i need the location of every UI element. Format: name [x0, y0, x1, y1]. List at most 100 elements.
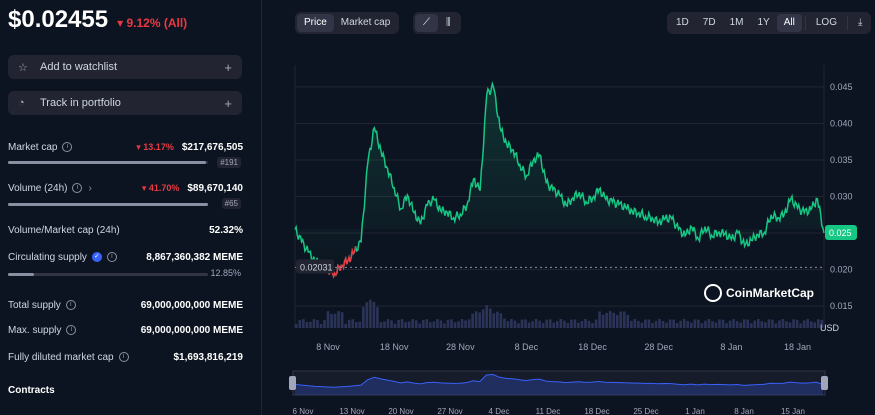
y-tick-label: 0.020 — [830, 265, 853, 275]
navigator-handle-left[interactable] — [289, 376, 296, 390]
info-icon[interactable]: i — [65, 300, 76, 310]
range-7d[interactable]: 7D — [702, 17, 716, 28]
volume-bar — [362, 307, 365, 328]
volume-bar — [358, 321, 362, 328]
volume-bar — [404, 322, 407, 328]
tab-price[interactable]: Price — [297, 14, 334, 32]
volume-bar — [795, 319, 799, 328]
volume-bar — [534, 319, 538, 328]
volume-mcap-stat: Volume/Market cap (24h) 52.32% — [8, 223, 243, 237]
navigator-tick-label: 13 Nov — [339, 407, 364, 415]
volume-bar — [418, 323, 422, 328]
volume-bar — [467, 319, 471, 328]
pie-chart-icon: ◔ — [18, 97, 25, 109]
x-tick-label: 28 Dec — [644, 342, 673, 352]
volume-bar — [566, 323, 570, 328]
candlestick-icon[interactable]: ⫼ — [446, 17, 451, 28]
info-icon[interactable]: i — [66, 325, 77, 335]
market-cap-rank-bar — [8, 161, 208, 164]
volume-bar — [672, 319, 675, 328]
volume-bar — [721, 319, 725, 328]
navigator-tick-label: 4 Dec — [489, 407, 510, 415]
volume-bar — [485, 305, 489, 328]
divider — [804, 16, 806, 30]
volume-bar — [379, 322, 383, 328]
start-price-label: 0.02031 — [300, 262, 333, 272]
volume-bar — [376, 307, 379, 328]
y-tick-label: 0.045 — [830, 82, 853, 92]
contracts-heading: Contracts — [8, 385, 55, 396]
info-icon[interactable]: i — [72, 183, 83, 193]
range-1d[interactable]: 1D — [676, 17, 689, 28]
navigator-handle-right[interactable] — [821, 376, 828, 390]
market-cap-label: Market cap — [8, 141, 58, 153]
volume-bar — [742, 319, 746, 328]
navigator-tick-label: 11 Dec — [536, 407, 561, 415]
volume-rank-fill — [8, 203, 208, 206]
volume-bar — [499, 313, 503, 328]
volume-bar — [330, 313, 333, 328]
volume-bar — [577, 322, 580, 328]
volume-bar — [513, 320, 517, 328]
volume-bar — [393, 323, 397, 328]
volume-bar — [661, 320, 665, 328]
volume-bar — [637, 320, 640, 328]
total-supply-value: 69,000,000,000 MEME — [140, 299, 243, 311]
volume-bar — [478, 312, 481, 328]
volume-bar — [725, 323, 728, 328]
range-navigator[interactable]: 6 Nov 13 Nov 20 Nov 27 Nov 4 Dec 11 Dec 18 Dec… — [289, 370, 828, 415]
volume-bar — [665, 322, 668, 328]
volume-bar — [792, 319, 795, 328]
current-price-marker-bg — [825, 225, 857, 241]
chart-style-toggle: ⟋ ⫼ — [413, 12, 461, 34]
x-tick-label: 8 Dec — [515, 342, 539, 352]
volume-bar — [407, 321, 411, 328]
line-chart-icon[interactable]: ⟋ — [415, 14, 438, 32]
volume-bar — [788, 322, 792, 328]
volume-bar — [460, 319, 464, 328]
volume-bar — [414, 320, 418, 328]
volume-bar — [302, 319, 305, 328]
volume-bar — [799, 323, 802, 328]
volume-bar — [711, 321, 714, 328]
volume-bar — [785, 321, 788, 328]
range-1y[interactable]: 1Y — [757, 17, 770, 28]
add-to-watchlist-button[interactable]: ☆ Add to watchlist + — [8, 55, 242, 79]
range-all[interactable]: All — [776, 14, 802, 32]
track-portfolio-button[interactable]: ◔ Track in portfolio + — [8, 91, 242, 115]
volume-bar — [471, 313, 474, 328]
current-price: $0.02455 — [8, 6, 109, 33]
volume-bar — [559, 319, 563, 328]
volume-bar — [450, 319, 453, 328]
range-selector: 1D 7D 1M 1Y All LOG ⤓ — [667, 12, 872, 34]
market-cap-stat: Market cap i ▾ 13.17% $217,676,505 — [8, 140, 243, 154]
chevron-right-icon[interactable]: › — [88, 182, 92, 194]
navigator-tick-label: 18 Dec — [584, 407, 609, 415]
volume-bar — [658, 319, 661, 328]
volume-bar — [481, 309, 485, 328]
volume-bar — [531, 321, 534, 328]
info-icon[interactable]: i — [106, 252, 117, 262]
download-icon[interactable]: ⤓ — [857, 17, 863, 28]
volume-bar — [337, 311, 340, 328]
volume-bar — [732, 319, 735, 328]
volume-bar — [347, 319, 351, 328]
volume-bar — [446, 319, 450, 328]
volume-bar — [365, 302, 369, 328]
volume-bar — [390, 320, 393, 328]
log-toggle[interactable]: LOG — [815, 17, 837, 28]
tab-market-cap[interactable]: Market cap — [340, 17, 391, 28]
watermark-text: CoinMarketCap — [726, 286, 814, 300]
info-icon[interactable]: i — [62, 142, 73, 152]
volume-bar — [474, 311, 478, 328]
volume-bar — [728, 320, 732, 328]
max-supply-label: Max. supply — [8, 324, 62, 336]
plus-icon: + — [224, 59, 232, 75]
volume-bar — [520, 319, 524, 328]
range-1m[interactable]: 1M — [729, 17, 744, 28]
price-chart[interactable]: 0.02031 0.0450.0400.0350.0300.0250.0200.… — [263, 0, 875, 415]
info-icon[interactable]: i — [118, 352, 129, 362]
volume-bar — [411, 319, 414, 328]
y-tick-label: 0.040 — [830, 118, 853, 128]
coinmarketcap-watermark: CoinMarketCap — [704, 284, 814, 302]
